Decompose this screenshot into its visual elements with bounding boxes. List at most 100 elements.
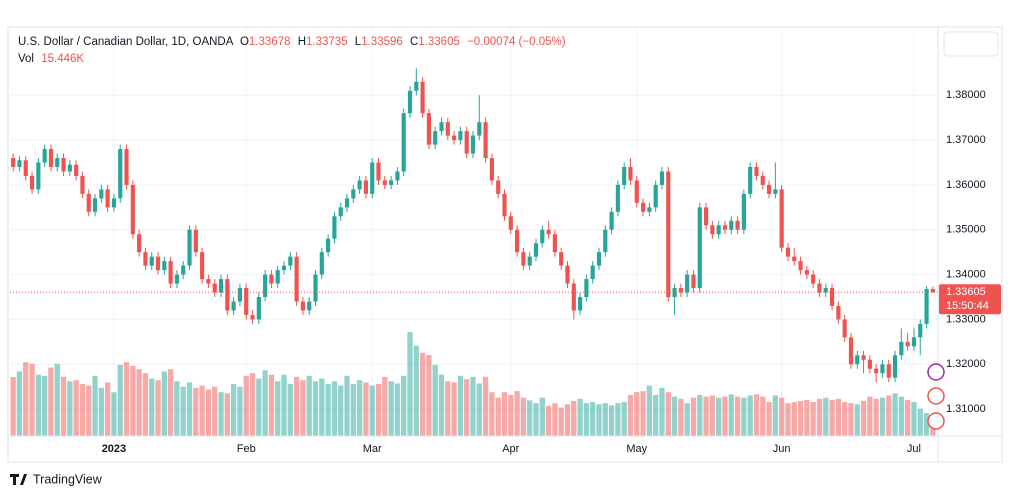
volume-bar: [930, 427, 936, 436]
volume-bar: [552, 403, 558, 436]
candle-body: [697, 207, 702, 289]
volume-bar: [312, 381, 319, 436]
volume-bar: [905, 399, 911, 436]
volume-bar: [212, 386, 218, 436]
volume-bar: [577, 398, 583, 436]
l-label: L: [355, 36, 362, 48]
candle-body: [67, 164, 72, 172]
volume-bar: [375, 384, 382, 436]
volume-bar: [256, 378, 262, 436]
volume-bar: [287, 384, 293, 436]
candle-body: [143, 252, 148, 266]
volume-bar: [848, 403, 854, 436]
volume-bar: [369, 385, 375, 436]
change-value: −0.00074 (−0.05%): [467, 36, 566, 48]
volume-bar: [892, 393, 898, 436]
volume-bar: [533, 403, 539, 436]
volume-bar: [527, 400, 533, 436]
candle-body: [515, 229, 520, 253]
volume-bar: [306, 375, 312, 436]
volume-bar: [98, 387, 104, 436]
volume-bar: [886, 395, 892, 436]
candle-body: [634, 180, 639, 203]
volume-bar: [394, 383, 401, 436]
volume-bar: [823, 397, 829, 436]
candle-body: [647, 207, 652, 212]
candle-body: [36, 162, 41, 190]
volume-bar: [186, 382, 193, 436]
candle-body: [130, 184, 135, 235]
volume-bar: [117, 364, 123, 436]
y-tick-label: 1.37000: [946, 134, 986, 146]
plot-area: [10, 28, 938, 436]
volume-bar: [16, 371, 23, 436]
volume-bar: [262, 370, 268, 436]
candle-body: [578, 297, 583, 311]
x-tick-label: Feb: [237, 443, 256, 455]
candle-body: [307, 301, 312, 311]
candle-body: [288, 256, 293, 266]
candle-body: [458, 131, 463, 141]
candle-body: [168, 261, 173, 284]
candle-body: [237, 288, 243, 302]
scale-button[interactable]: [943, 31, 999, 57]
event-icon: [927, 387, 945, 405]
volume-bar: [457, 375, 464, 436]
candle-body: [628, 166, 633, 181]
volume-bar: [445, 381, 451, 436]
volume-bar: [142, 373, 149, 436]
volume-bar: [760, 396, 766, 436]
candle-body: [470, 135, 476, 154]
volume-bar: [476, 383, 482, 436]
symbol-title: U.S. Dollar / Canadian Dollar, 1D, OANDA: [18, 36, 234, 48]
volume-bar: [489, 392, 495, 436]
volume-bar: [678, 398, 684, 436]
price-label-box: [939, 284, 1001, 315]
x-tick-label: May: [626, 443, 647, 455]
o-label: O: [240, 36, 249, 48]
candle-body: [29, 175, 35, 190]
volume-bar: [615, 403, 621, 436]
candle-body: [363, 180, 368, 194]
volume-bar: [665, 392, 671, 436]
volume-bar: [243, 375, 249, 436]
volume-bar: [193, 387, 199, 436]
x-tick-label: Jul: [907, 443, 921, 455]
candle-body: [389, 180, 394, 185]
frame: [7, 26, 1003, 463]
candle-body: [552, 234, 557, 253]
volume-bar: [331, 381, 338, 436]
candle-body: [174, 274, 180, 284]
candle-body: [124, 149, 129, 185]
candle-body: [590, 265, 595, 280]
candle-body: [546, 229, 551, 235]
volume-bar: [495, 397, 501, 436]
y-tick-label: 1.31000: [946, 403, 986, 415]
candle-body: [99, 189, 104, 199]
candle-body: [672, 288, 677, 298]
legend-volume: Vol 15.446K: [18, 53, 84, 65]
candle-body: [855, 355, 860, 365]
candle-body: [206, 279, 211, 284]
volume-bar: [602, 403, 608, 436]
logo[interactable]: TradingView: [10, 472, 103, 486]
volume-bar: [728, 394, 734, 436]
candle-body: [23, 160, 28, 176]
volume-bar: [697, 394, 703, 436]
volume-bar: [716, 397, 722, 436]
volume-bar: [382, 376, 388, 436]
volume-bar: [35, 374, 41, 436]
volume-bar: [659, 387, 665, 436]
y-tick-label: 1.33000: [946, 313, 986, 325]
volume-bar: [797, 400, 804, 436]
candle-body: [496, 180, 501, 194]
candle-body: [332, 216, 337, 239]
volume-bar: [54, 363, 60, 436]
candle-body: [571, 283, 576, 311]
candle-body: [559, 252, 564, 266]
candle-body: [565, 265, 570, 284]
volume-bar: [136, 369, 142, 436]
volume-bar: [123, 362, 130, 436]
candle-body: [61, 158, 66, 172]
